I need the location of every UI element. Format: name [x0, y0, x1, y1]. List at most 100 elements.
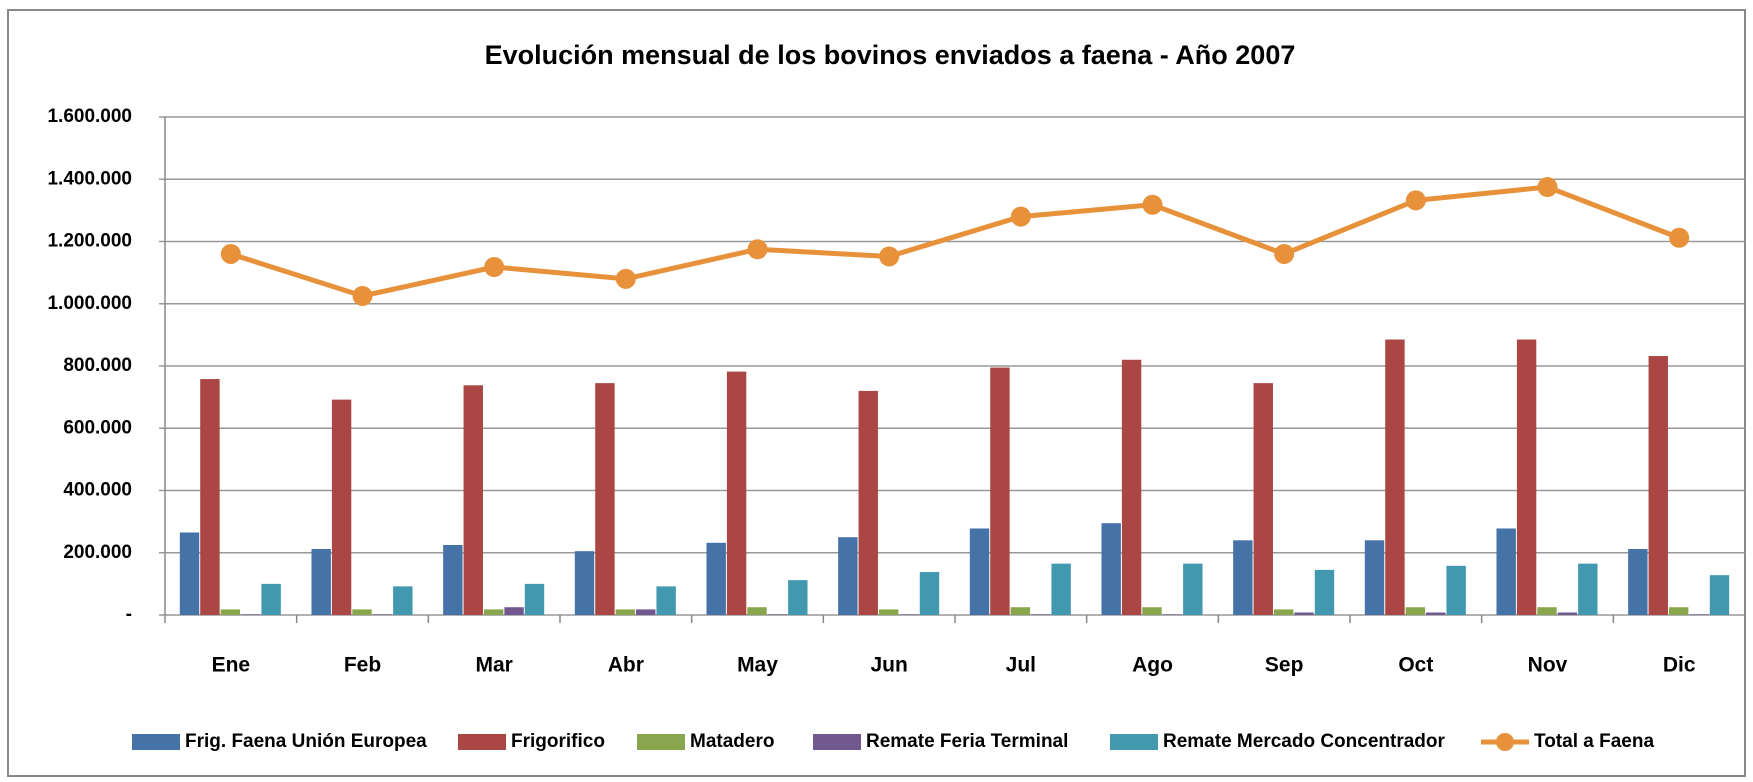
x-tick-label: Ago	[1132, 654, 1173, 677]
x-tick-label: Ene	[212, 654, 251, 677]
bar	[1183, 563, 1203, 615]
legend-swatch	[458, 734, 506, 750]
y-tick-label: 800.000	[63, 355, 132, 376]
bar	[483, 609, 504, 615]
bar	[747, 607, 767, 615]
legend-swatch	[813, 734, 861, 750]
bar	[1446, 565, 1466, 615]
bar	[1648, 356, 1668, 615]
bar	[443, 544, 463, 615]
bar	[1162, 614, 1183, 615]
legend-label: Remate Feria Terminal	[866, 731, 1068, 752]
x-tick-label: Abr	[608, 654, 644, 677]
x-tick-label: Jun	[870, 654, 907, 677]
bar	[1668, 607, 1689, 615]
bar	[1233, 540, 1253, 615]
y-tick-label: 400.000	[63, 480, 132, 501]
bar	[595, 383, 615, 615]
bar	[615, 609, 636, 615]
line	[230, 184, 1681, 299]
bar	[1689, 614, 1709, 615]
marker	[1405, 190, 1426, 211]
legend-label: Frig. Faena Unión Europea	[185, 731, 427, 752]
x-tick-label: Nov	[1528, 654, 1568, 677]
bar	[1142, 607, 1162, 615]
bar	[1516, 339, 1537, 615]
y-tick-label: 1.600.000	[47, 106, 132, 127]
bar	[1031, 614, 1051, 615]
bar	[1405, 607, 1426, 615]
x-tick-label: May	[737, 654, 778, 677]
bar	[858, 390, 878, 615]
bar	[200, 379, 220, 615]
x-tick-label: Jul	[1006, 654, 1036, 677]
marker	[879, 246, 900, 267]
bar	[463, 385, 483, 615]
bar	[1628, 549, 1648, 615]
bar	[656, 586, 676, 615]
bar	[1273, 609, 1294, 615]
legend-label: Frigorifico	[511, 731, 605, 752]
bar	[1537, 607, 1557, 615]
legend-swatch	[132, 734, 180, 750]
bar	[878, 609, 899, 615]
chart-title: Evolución mensual de los bovinos enviado…	[485, 40, 1296, 70]
bar	[706, 542, 726, 615]
bar	[1385, 339, 1405, 615]
y-tick-label: 600.000	[63, 417, 132, 438]
bar	[393, 586, 413, 615]
marker	[484, 257, 505, 278]
bar	[352, 609, 372, 615]
marker	[1669, 227, 1690, 248]
bar	[1294, 612, 1314, 615]
bar	[990, 367, 1010, 615]
bar	[311, 549, 331, 615]
bar	[220, 609, 241, 615]
legend-swatch	[637, 734, 685, 750]
bar	[1364, 540, 1385, 615]
y-tick-label: 1.200.000	[47, 231, 132, 252]
x-tick-label: Feb	[344, 654, 381, 677]
legend-label: Total a Faena	[1534, 731, 1654, 752]
y-tick-label: 200.000	[63, 542, 132, 563]
bar	[504, 607, 524, 615]
bar	[838, 537, 858, 615]
marker	[1537, 177, 1558, 198]
bar	[574, 551, 595, 615]
x-tick-label: Dic	[1663, 654, 1696, 677]
bar	[919, 572, 940, 615]
bar	[1709, 575, 1730, 615]
bar	[372, 614, 393, 615]
y-tick-label: 1.000.000	[47, 293, 132, 314]
bar	[969, 528, 990, 615]
bar	[1121, 359, 1142, 615]
bar	[524, 583, 545, 615]
bar	[179, 532, 200, 615]
marker	[747, 239, 768, 260]
marker	[352, 285, 373, 306]
legend-label: Matadero	[690, 731, 774, 752]
bar	[1496, 528, 1516, 615]
y-tick-label: -	[126, 604, 132, 625]
marker	[1010, 206, 1031, 227]
bar	[331, 399, 352, 615]
bar	[1051, 563, 1071, 615]
bar	[1253, 383, 1273, 615]
marker	[615, 268, 636, 289]
bar	[788, 580, 808, 615]
bar	[1101, 523, 1121, 615]
bar	[1314, 569, 1335, 615]
bar	[1426, 612, 1446, 615]
marker	[1142, 194, 1163, 215]
bar	[1578, 563, 1598, 615]
legend-swatch	[1110, 734, 1158, 750]
bar	[1010, 607, 1031, 615]
bar	[726, 371, 747, 615]
legend-swatch	[1496, 733, 1514, 751]
bar	[241, 614, 261, 615]
legend-label: Remate Mercado Concentrador	[1163, 731, 1446, 752]
x-tick-label: Mar	[475, 654, 512, 677]
bar	[899, 614, 919, 615]
marker	[1274, 243, 1295, 264]
